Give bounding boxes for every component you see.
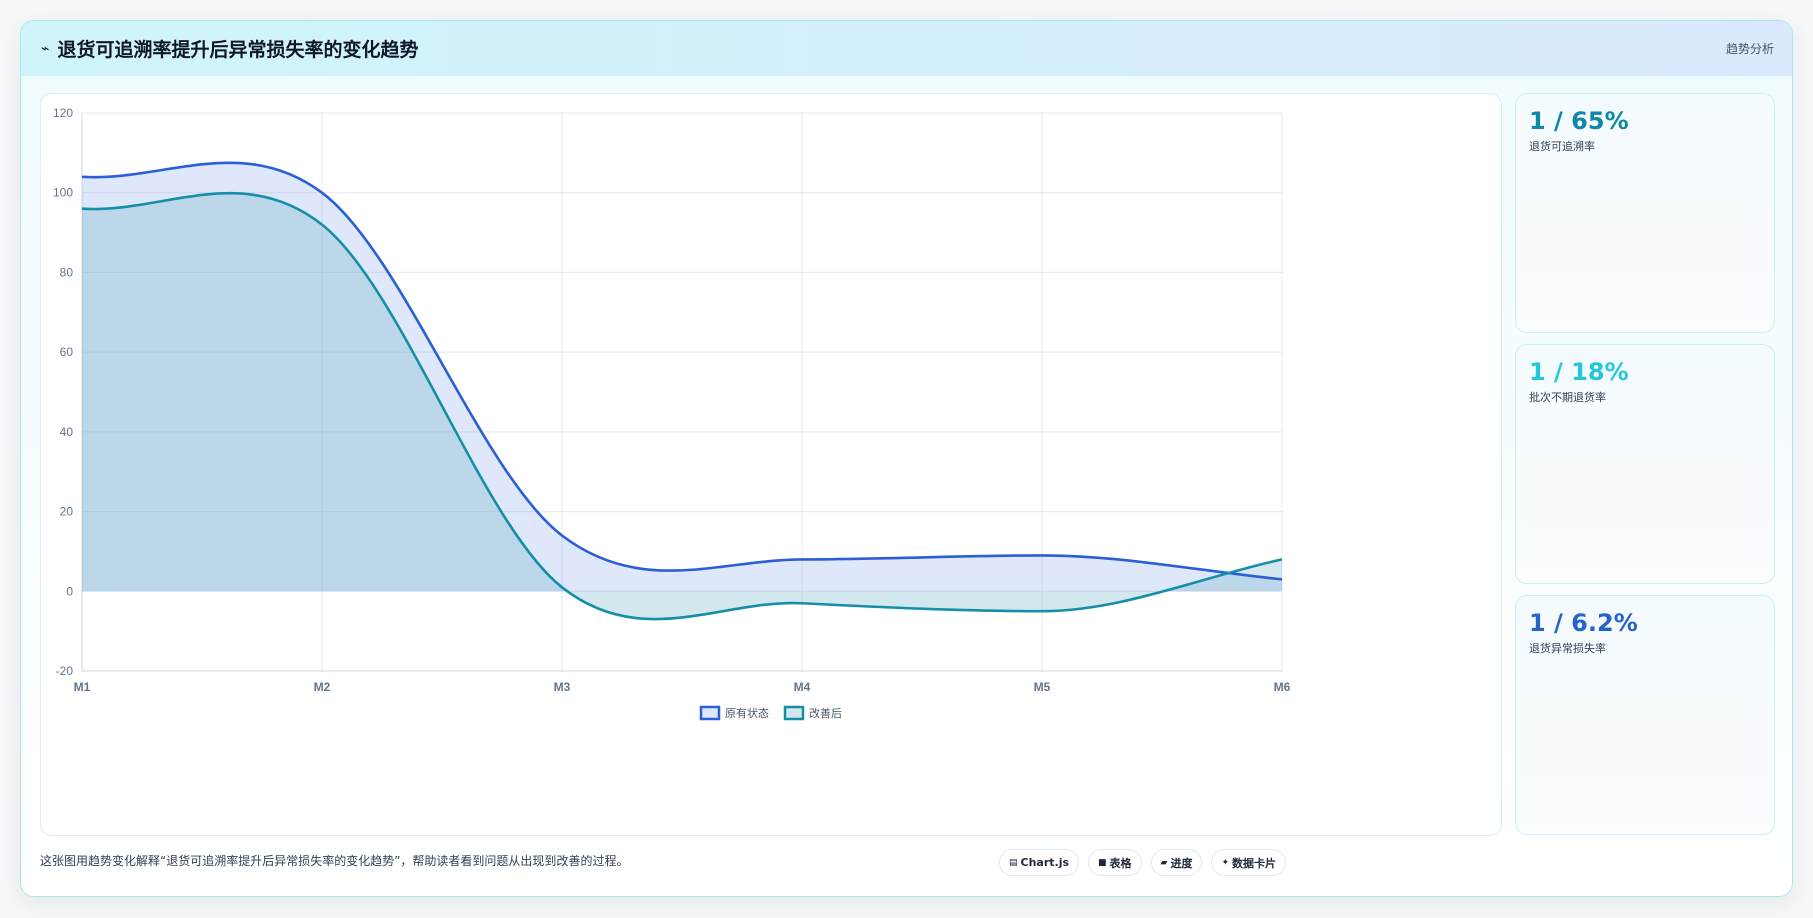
y-tick-label: -20 xyxy=(56,664,74,678)
kpi-card-loss-rate: 1 / 6.2% 退货异常损失率 xyxy=(1515,595,1775,835)
trend-card: ⌁ 退货可追溯率提升后异常损失率的变化趋势 趋势分析 120 100 80 60 40 2… xyxy=(20,20,1793,897)
series-area-0 xyxy=(82,162,1282,592)
legend-swatch xyxy=(699,705,721,721)
kpi-label: 批次不期退货率 xyxy=(1529,391,1606,404)
legend-swatch xyxy=(783,705,805,721)
trend-line-icon: ⌁ xyxy=(41,40,50,57)
x-tick-label: M4 xyxy=(794,680,811,694)
kpi-label: 退货异常损失率 xyxy=(1529,642,1606,655)
tag-list: ▤ Chart.js ■ 表格 ▰ 进度 ✦ 数据卡片 xyxy=(999,849,1287,876)
y-tick-label: 60 xyxy=(60,345,74,359)
y-tick-label: 0 xyxy=(66,584,73,598)
tag-table[interactable]: ■ 表格 xyxy=(1088,849,1142,876)
progress-icon: ▰ xyxy=(1160,857,1168,868)
kpi-label: 退货可追溯率 xyxy=(1529,140,1595,153)
kpi-card-batch-return: 1 / 18% 批次不期退货率 xyxy=(1515,344,1775,584)
header-tag: 趋势分析 xyxy=(1725,42,1774,56)
tag-label: 数据卡片 xyxy=(1232,856,1277,870)
y-tick-label: 80 xyxy=(60,265,74,279)
tag-chartjs[interactable]: ▤ Chart.js xyxy=(999,849,1080,876)
x-tick-label: M1 xyxy=(74,680,91,694)
card-header: ⌁ 退货可追溯率提升后异常损失率的变化趋势 趋势分析 xyxy=(21,21,1792,76)
tag-label: 表格 xyxy=(1109,856,1132,870)
tag-data-card[interactable]: ✦ 数据卡片 xyxy=(1211,849,1287,876)
tag-progress[interactable]: ▰ 进度 xyxy=(1150,849,1203,876)
legend-label: 改善后 xyxy=(809,706,842,720)
chart-icon: ▤ xyxy=(1009,857,1018,868)
page-title: 退货可追溯率提升后异常损失率的变化趋势 xyxy=(57,39,419,61)
tag-label: Chart.js xyxy=(1020,856,1070,869)
legend-label: 原有状态 xyxy=(725,706,769,720)
tag-label: 进度 xyxy=(1170,856,1193,870)
kpi-value: 1 / 18% xyxy=(1529,358,1629,386)
y-tick-label: 40 xyxy=(60,425,74,439)
kpi-card-traceability: 1 / 65% 退货可追溯率 xyxy=(1515,93,1775,333)
kpi-value: 1 / 6.2% xyxy=(1529,609,1638,637)
series-line-0 xyxy=(81,161,1283,581)
series-line-1 xyxy=(81,192,1283,621)
x-tick-label: M5 xyxy=(1034,680,1051,694)
x-tick-label: M3 xyxy=(554,680,571,694)
y-tick-label: 120 xyxy=(53,106,73,120)
x-tick-label: M6 xyxy=(1274,680,1291,694)
table-icon: ■ xyxy=(1098,857,1107,868)
kpi-value: 1 / 65% xyxy=(1529,107,1629,135)
y-tick-label: 100 xyxy=(53,186,73,200)
chart-description: 这张图用趋势变化解释“退货可追溯率提升后异常损失率的变化趋势”，帮助读者看到问题… xyxy=(40,854,629,868)
card-icon: ✦ xyxy=(1221,857,1230,868)
y-tick-label: 20 xyxy=(60,505,74,519)
chart-panel: 120 100 80 60 40 20 0 -20 M1 M2 M3 M4 M5 M6 原有状态 改善后 xyxy=(40,93,1502,836)
x-tick-label: M2 xyxy=(314,680,331,694)
series-area-1 xyxy=(82,193,1282,620)
